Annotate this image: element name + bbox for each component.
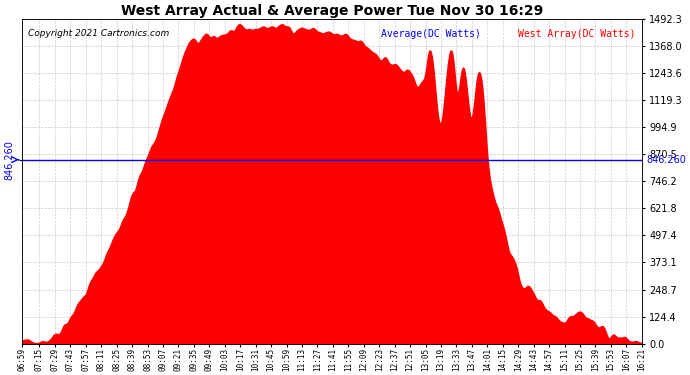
Title: West Array Actual & Average Power Tue Nov 30 16:29: West Array Actual & Average Power Tue No… bbox=[121, 4, 543, 18]
Text: West Array(DC Watts): West Array(DC Watts) bbox=[518, 29, 635, 39]
Text: Average(DC Watts): Average(DC Watts) bbox=[382, 29, 481, 39]
Text: 846.260: 846.260 bbox=[646, 155, 686, 165]
Text: Copyright 2021 Cartronics.com: Copyright 2021 Cartronics.com bbox=[28, 29, 169, 38]
